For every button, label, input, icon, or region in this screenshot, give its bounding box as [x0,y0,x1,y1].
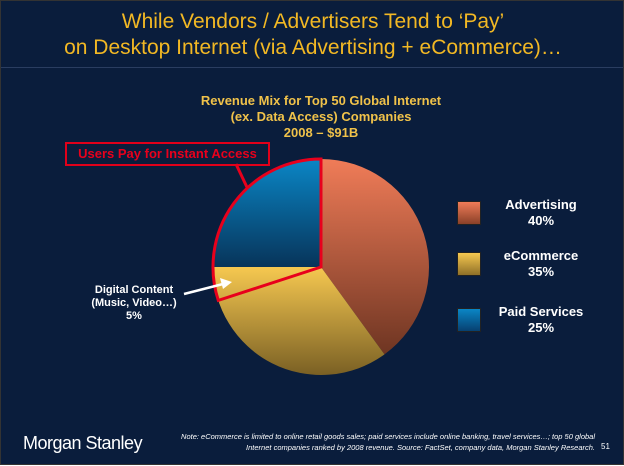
legend-swatch [457,308,481,332]
dc-value: 5% [126,310,142,322]
legend-label: Advertising [505,197,577,212]
legend-advertising: Advertising 40% [457,197,601,229]
legend-label: Paid Services [498,304,584,319]
legend-paid-services: Paid Services 25% [457,304,601,336]
digital-content-label: Digital Content (Music, Video…) 5% [79,284,189,323]
page-number: 51 [601,442,610,451]
dc-line-2: (Music, Video…) [91,297,177,309]
legend-swatch [457,252,481,276]
morgan-stanley-logo: Morgan Stanley [23,433,143,453]
arrow-head-icon [220,278,232,289]
legend-ecommerce: eCommerce 35% [457,248,601,280]
title-divider [1,67,623,68]
chart-title: Revenue Mix for Top 50 Global Internet (… [161,93,481,141]
slide-title: While Vendors / Advertisers Tend to ‘Pay… [1,9,624,61]
legend-value: 35% [527,264,555,279]
pie-slice-paid-services [213,159,321,267]
legend-value: 25% [527,320,555,335]
pie-slice-advertising [321,159,429,355]
title-line-2: on Desktop Internet (via Advertising + e… [64,36,562,59]
pie-slice-ecommerce [213,267,385,376]
title-line-1: While Vendors / Advertisers Tend to ‘Pay… [121,10,505,33]
chart-title-line-1: Revenue Mix for Top 50 Global Internet [200,93,442,108]
legend-label: eCommerce [503,248,579,263]
user-pay-outline [211,157,323,303]
chart-title-line-3: 2008 – $91B [283,125,359,140]
callout-box: Users Pay for Instant Access [65,142,270,166]
chart-title-line-2: (ex. Data Access) Companies [230,109,412,124]
footnote-line-1: Note: eCommerce is limited to online ret… [181,432,595,441]
callout-connector [234,163,249,189]
footnote-line-2: Internet companies ranked by 2008 revenu… [246,443,595,452]
legend-value: 40% [527,213,555,228]
dc-line-1: Digital Content [94,284,174,296]
digital-content-arrow [183,282,224,296]
footnote: Note: eCommerce is limited to online ret… [151,431,595,453]
legend-swatch [457,201,481,225]
